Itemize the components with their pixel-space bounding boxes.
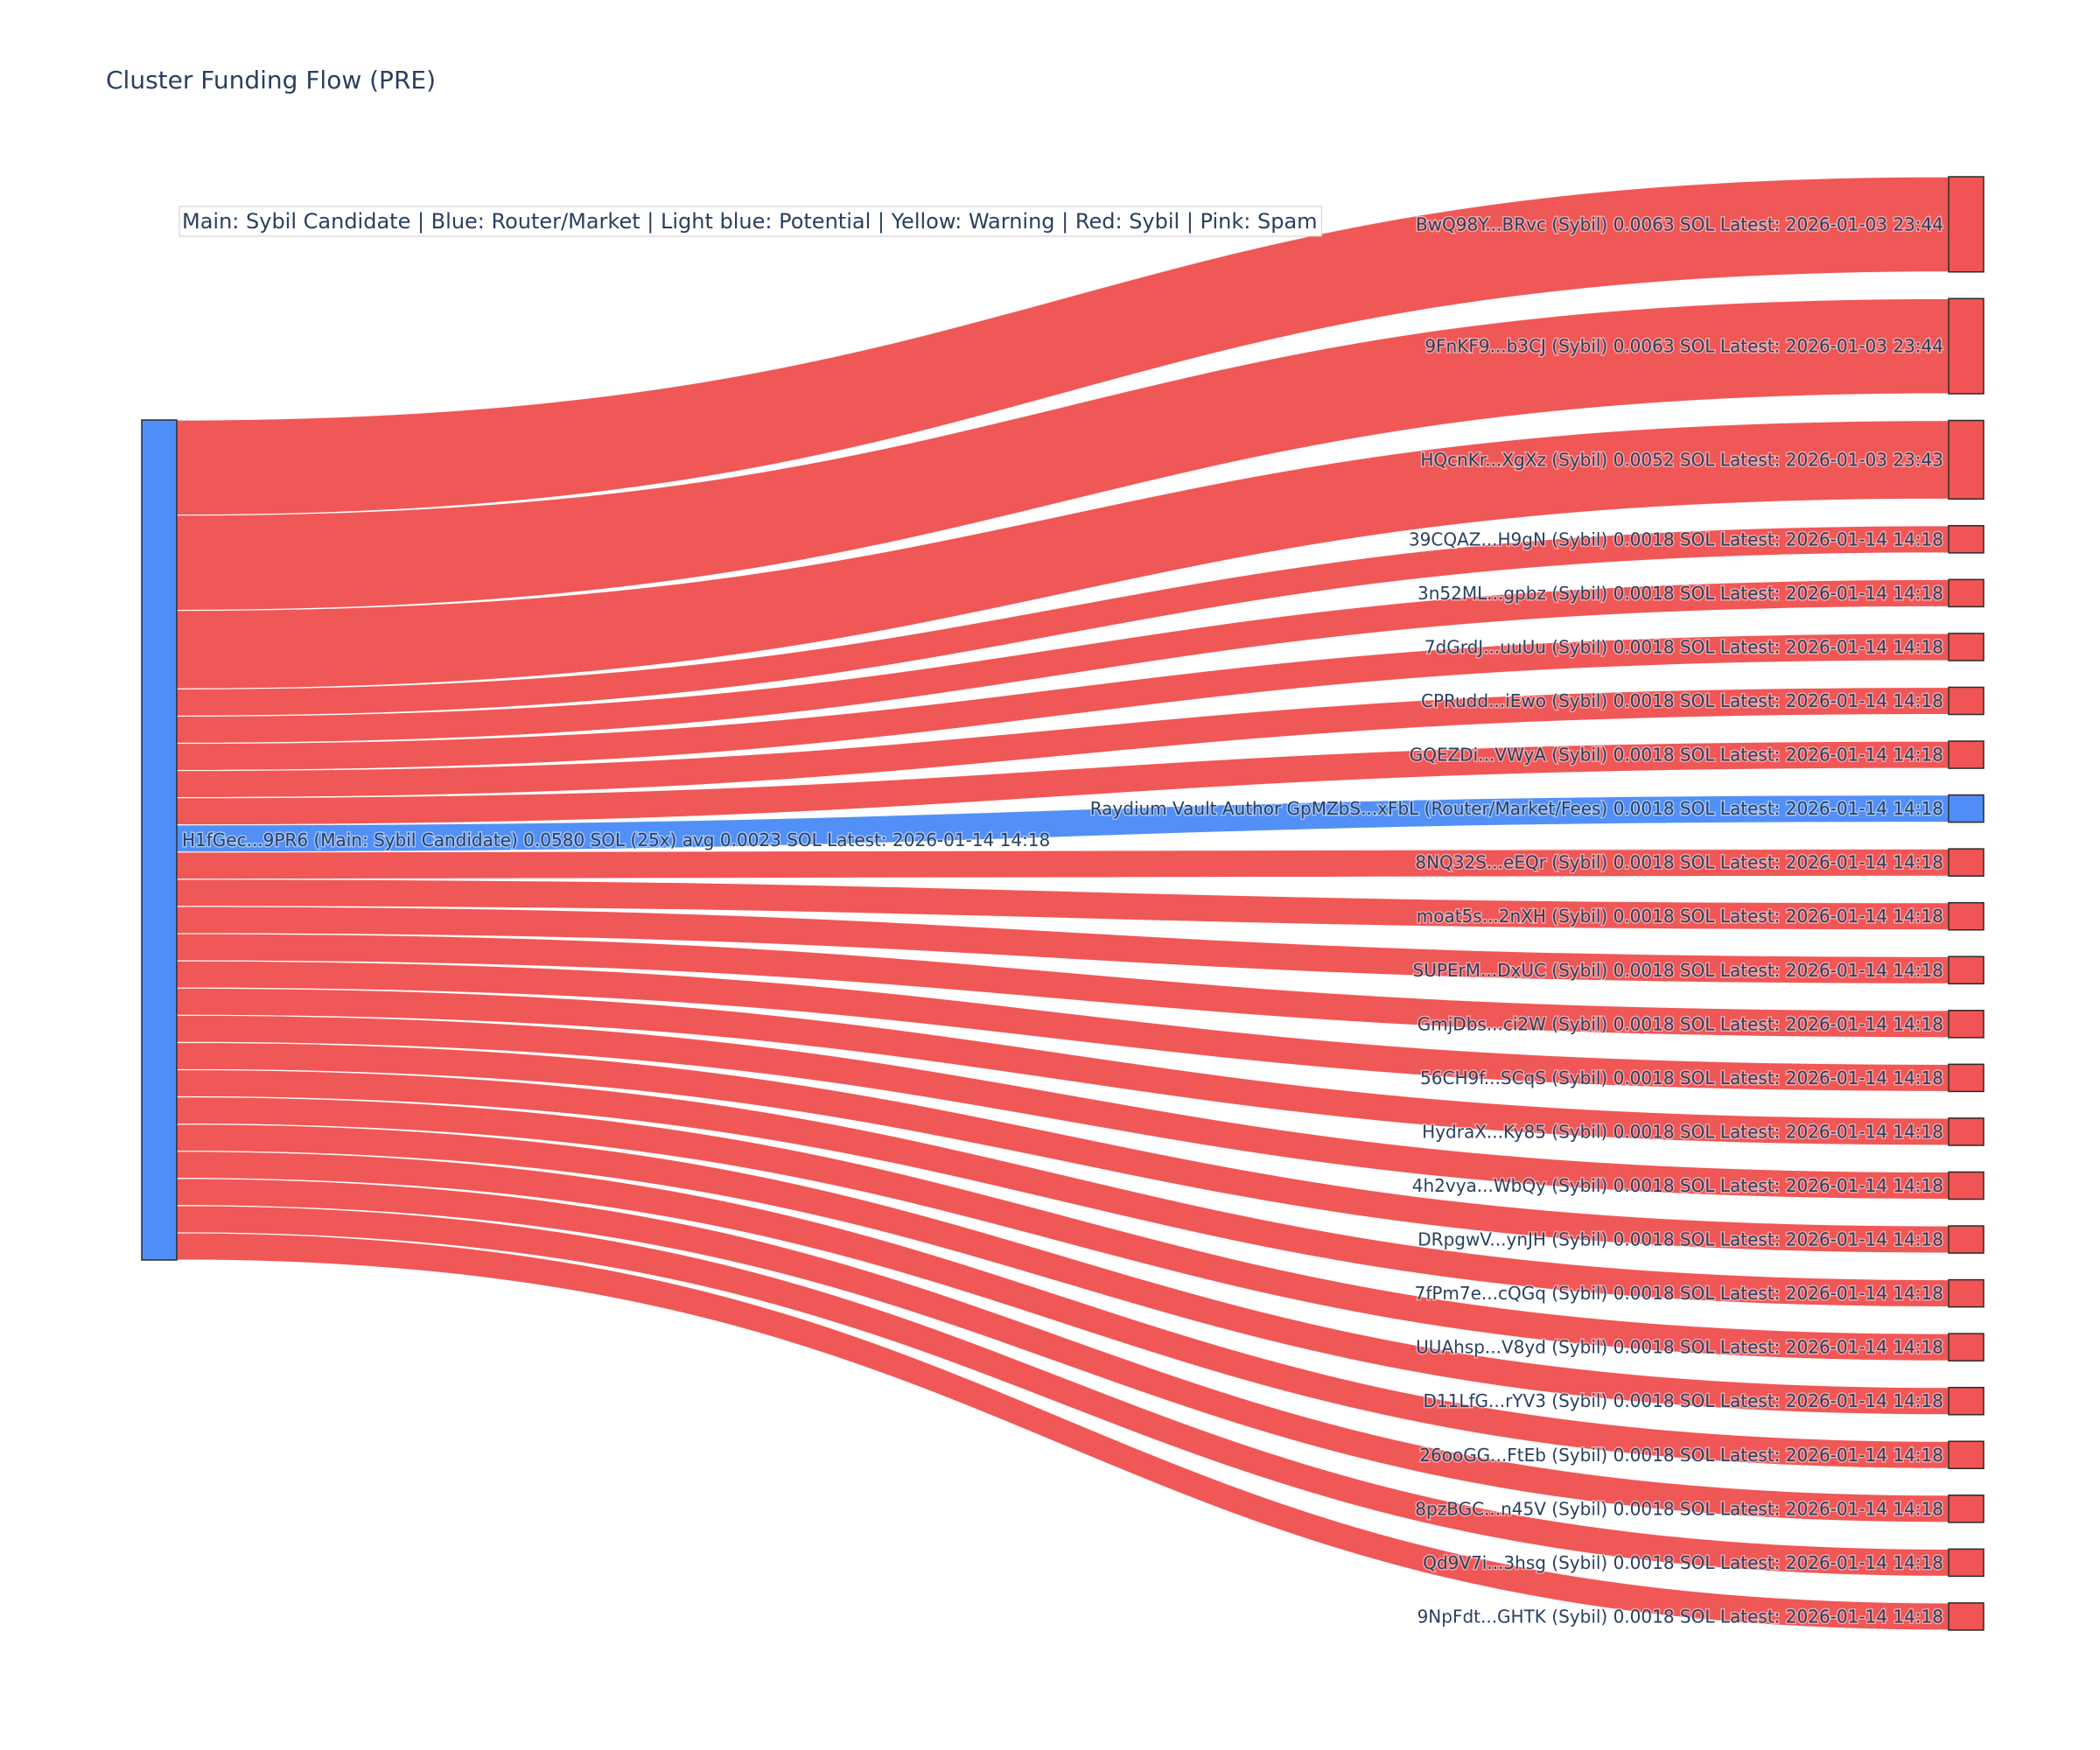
sankey-target-label: 9FnKF9...b3CJ (Sybil) 0.0063 SOL Latest:… — [1424, 336, 1943, 357]
sankey-target-label: 3n52ML...gpbz (Sybil) 0.0018 SOL Latest:… — [1418, 583, 1943, 604]
legend-note-text: Main: Sybil Candidate | Blue: Router/Mar… — [182, 209, 1318, 234]
sankey-target-node — [1948, 686, 1984, 716]
sankey-source-label: H1fGec...9PR6 (Main: Sybil Candidate) 0.… — [182, 830, 1050, 850]
sankey-target-label: BwQ98Y...BRvc (Sybil) 0.0063 SOL Latest:… — [1416, 214, 1943, 234]
sankey-target-label: 8pzBGC...n45V (Sybil) 0.0018 SOL Latest:… — [1415, 1498, 1943, 1519]
sankey-nodes — [141, 176, 1984, 1631]
sankey-target-node — [1948, 848, 1984, 877]
sankey-target-label: 39CQAZ...H9gN (Sybil) 0.0018 SOL Latest:… — [1409, 528, 1943, 550]
sankey-target-label: D11LfG...rYV3 (Sybil) 0.0018 SOL Latest:… — [1423, 1390, 1943, 1411]
sankey-target-label: 8NQ32S...eEQr (Sybil) 0.0018 SOL Latest:… — [1415, 852, 1943, 873]
legend-note: Main: Sybil Candidate | Blue: Router/Mar… — [178, 206, 1323, 237]
sankey-target-node — [1948, 633, 1984, 662]
sankey-target-label: DRpgwV...ynJH (Sybil) 0.0018 SOL Latest:… — [1418, 1229, 1943, 1250]
sankey-target-node — [1948, 901, 1984, 931]
sankey-target-label: 7fPm7e...cQGq (Sybil) 0.0018 SOL Latest:… — [1415, 1283, 1943, 1304]
sankey-target-node — [1948, 1548, 1984, 1578]
sankey-target-label: 7dGrdJ...uuUu (Sybil) 0.0018 SOL Latest:… — [1424, 636, 1943, 657]
sankey-target-label: CPRudd...iEwo (Sybil) 0.0018 SOL Latest:… — [1421, 690, 1943, 711]
sankey-target-label: Qd9V7i...3hsg (Sybil) 0.0018 SOL Latest:… — [1423, 1552, 1943, 1573]
sankey-labels: BwQ98Y...BRvc (Sybil) 0.0063 SOL Latest:… — [181, 213, 1945, 1628]
sankey-target-node — [1948, 298, 1984, 395]
chart-title: Cluster Funding Flow (PRE) — [106, 66, 436, 94]
sankey-target-node — [1948, 1386, 1984, 1416]
sankey-target-node — [1948, 794, 1984, 823]
sankey-target-node — [1948, 419, 1984, 500]
sankey-links — [176, 176, 1950, 1631]
sankey-target-label: moat5s...2nXH (Sybil) 0.0018 SOL Latest:… — [1417, 906, 1943, 927]
sankey-target-node — [1948, 1602, 1984, 1631]
sankey-target-label: 9NpFdt...GHTK (Sybil) 0.0018 SOL Latest:… — [1418, 1606, 1943, 1627]
sankey-target-label: SUPErM...DxUC (Sybil) 0.0018 SOL Latest:… — [1413, 960, 1943, 981]
sankey-target-node — [1948, 1225, 1984, 1254]
sankey-target-node — [1948, 1278, 1984, 1308]
sankey-target-label: 4h2vya...WbQy (Sybil) 0.0018 SOL Latest:… — [1412, 1175, 1943, 1196]
sankey-target-label: HydraX...Ky85 (Sybil) 0.0018 SOL Latest:… — [1422, 1121, 1943, 1142]
sankey-target-node — [1948, 1117, 1984, 1146]
sankey-target-node — [1948, 578, 1984, 608]
sankey-target-node — [1948, 1063, 1984, 1093]
sankey-target-label: 56CH9f...SCqS (Sybil) 0.0018 SOL Latest:… — [1420, 1068, 1943, 1088]
sankey-target-label: GQEZDi...VWyA (Sybil) 0.0018 SOL Latest:… — [1410, 745, 1943, 766]
sankey-target-node — [1948, 176, 1984, 273]
sankey-target-node — [1948, 1440, 1984, 1470]
sankey-target-label: GmjDbs...ci2W (Sybil) 0.0018 SOL Latest:… — [1418, 1013, 1943, 1034]
sankey-target-node — [1948, 1333, 1984, 1362]
sankey-target-label: UUAhsp...V8yd (Sybil) 0.0018 SOL Latest:… — [1416, 1337, 1943, 1358]
sankey-target-node — [1948, 956, 1984, 985]
sankey-target-node — [1948, 525, 1984, 554]
sankey-target-label: HQcnKr...XgXz (Sybil) 0.0052 SOL Latest:… — [1420, 449, 1943, 470]
sankey-target-node — [1948, 740, 1984, 769]
sankey-source-node — [141, 419, 178, 1261]
sankey-target-label: Raydium Vault Author GpMZbS...xFbL (Rout… — [1090, 798, 1943, 819]
sankey-target-node — [1948, 1171, 1984, 1200]
sankey-target-node — [1948, 1494, 1984, 1523]
sankey-target-label: 26ooGG...FtEb (Sybil) 0.0018 SOL Latest:… — [1419, 1445, 1943, 1466]
legend-note-box — [178, 206, 1323, 237]
sankey-target-node — [1948, 1010, 1984, 1039]
